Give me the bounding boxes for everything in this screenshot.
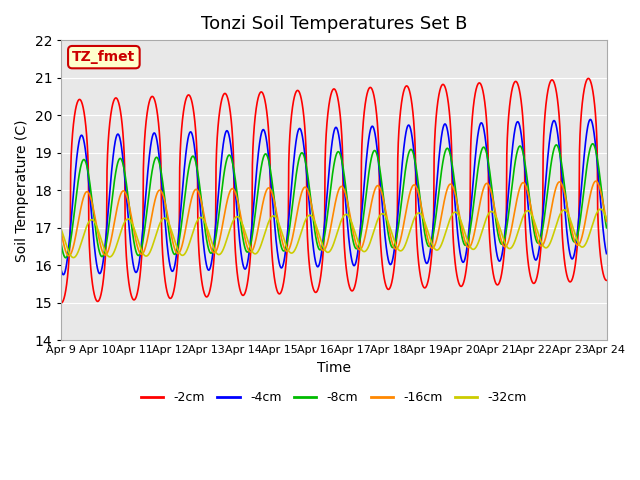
Line: -2cm: -2cm bbox=[61, 78, 607, 303]
-2cm bbox=[479, 87, 486, 93]
-32cm bbox=[603, 216, 611, 221]
-4cm bbox=[241, 266, 248, 272]
-4cm bbox=[603, 251, 611, 256]
-8cm bbox=[115, 156, 123, 162]
Line: -32cm: -32cm bbox=[61, 209, 607, 258]
-8cm bbox=[589, 141, 596, 147]
-4cm bbox=[586, 117, 594, 122]
-4cm bbox=[479, 122, 486, 128]
-4cm bbox=[58, 268, 65, 274]
-32cm bbox=[70, 255, 77, 261]
-2cm bbox=[584, 75, 592, 81]
-2cm bbox=[58, 300, 65, 306]
-16cm bbox=[124, 195, 131, 201]
-4cm bbox=[321, 222, 328, 228]
-8cm bbox=[603, 225, 611, 231]
-4cm bbox=[435, 152, 443, 158]
-2cm bbox=[124, 264, 131, 269]
-8cm bbox=[124, 187, 131, 193]
-16cm bbox=[479, 188, 486, 193]
-2cm bbox=[115, 102, 123, 108]
-32cm bbox=[435, 246, 443, 252]
Legend: -2cm, -4cm, -8cm, -16cm, -32cm: -2cm, -4cm, -8cm, -16cm, -32cm bbox=[136, 386, 532, 409]
-8cm bbox=[241, 243, 248, 249]
Title: Tonzi Soil Temperatures Set B: Tonzi Soil Temperatures Set B bbox=[201, 15, 467, 33]
-2cm bbox=[435, 91, 443, 96]
-32cm bbox=[321, 246, 328, 252]
-32cm bbox=[596, 206, 604, 212]
-4cm bbox=[124, 204, 131, 209]
-16cm bbox=[321, 247, 328, 253]
Text: TZ_fmet: TZ_fmet bbox=[72, 50, 136, 64]
-8cm bbox=[58, 242, 65, 248]
-8cm bbox=[435, 185, 443, 191]
-16cm bbox=[115, 196, 123, 202]
Line: -16cm: -16cm bbox=[61, 181, 607, 256]
-4cm bbox=[115, 133, 123, 139]
-16cm bbox=[241, 233, 248, 239]
Line: -8cm: -8cm bbox=[61, 144, 607, 258]
-32cm bbox=[58, 227, 65, 232]
-8cm bbox=[321, 234, 328, 240]
X-axis label: Time: Time bbox=[317, 361, 351, 375]
-8cm bbox=[479, 145, 486, 151]
-32cm bbox=[241, 227, 248, 233]
-2cm bbox=[603, 277, 611, 283]
Y-axis label: Soil Temperature (C): Soil Temperature (C) bbox=[15, 119, 29, 262]
-16cm bbox=[592, 178, 600, 184]
-8cm bbox=[62, 255, 70, 261]
Line: -4cm: -4cm bbox=[61, 120, 607, 275]
-16cm bbox=[435, 225, 443, 230]
-2cm bbox=[241, 291, 248, 297]
-16cm bbox=[603, 218, 611, 224]
-4cm bbox=[60, 272, 67, 277]
-32cm bbox=[124, 216, 131, 222]
-32cm bbox=[479, 226, 486, 232]
-16cm bbox=[65, 253, 72, 259]
-16cm bbox=[58, 230, 65, 236]
-2cm bbox=[321, 226, 328, 232]
-32cm bbox=[115, 234, 123, 240]
